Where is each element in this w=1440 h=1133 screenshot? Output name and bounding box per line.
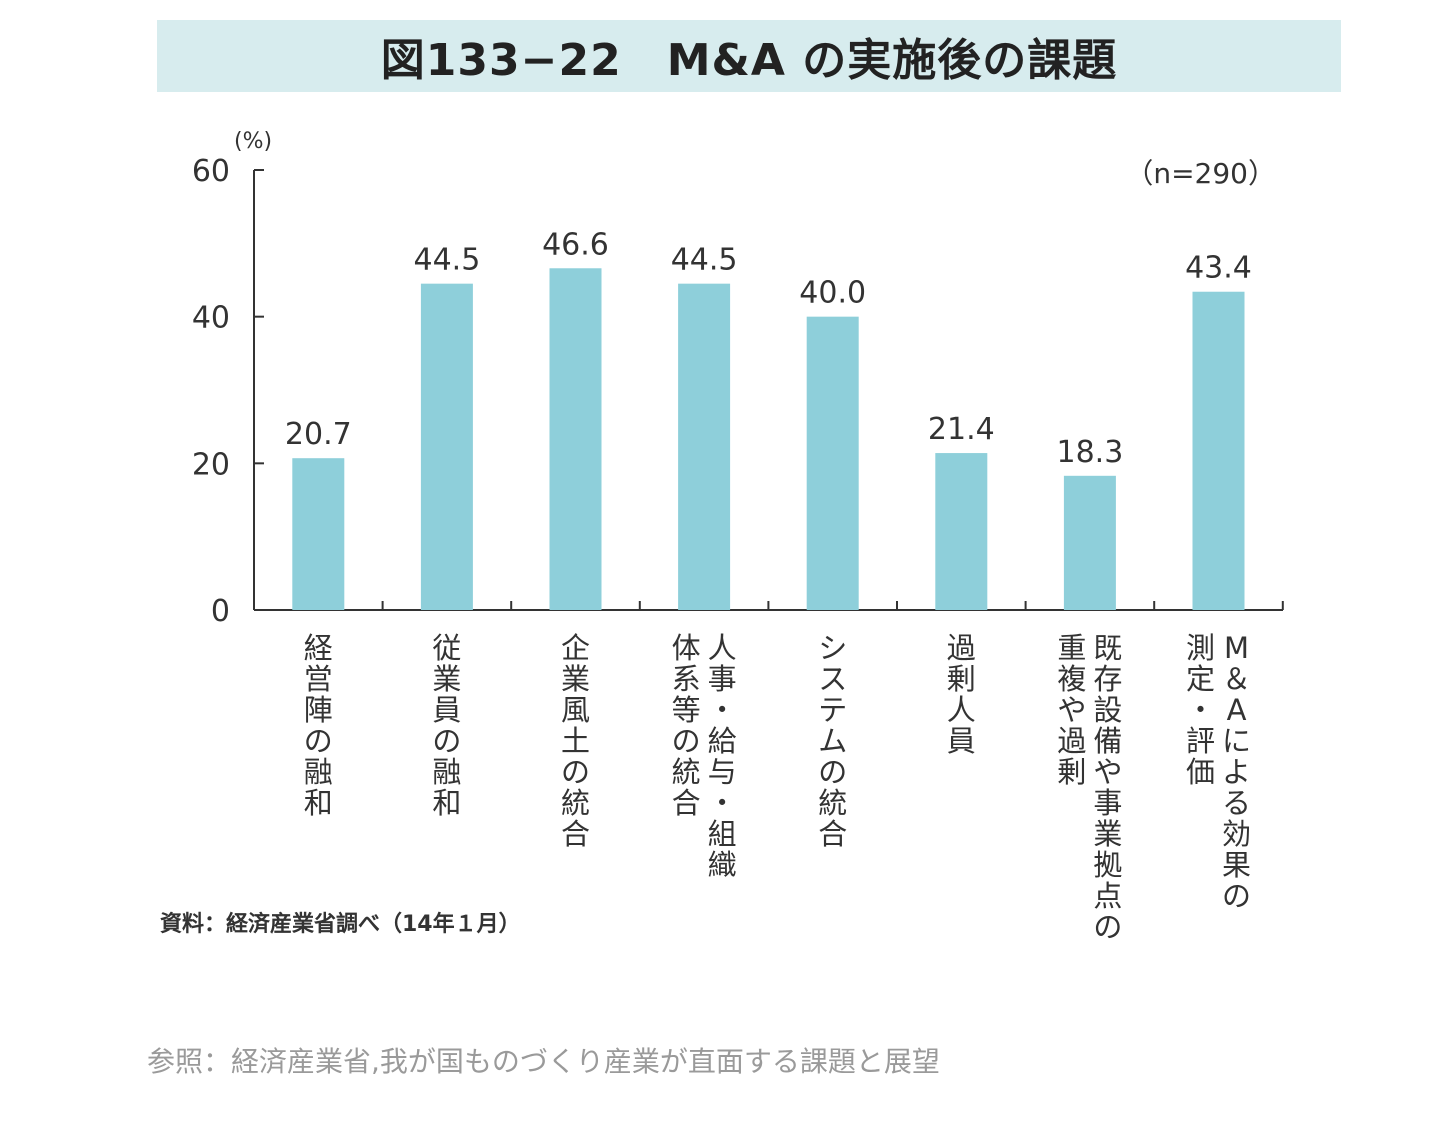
bar-chart: 0 20 40 60 20.7 44.5 46.6 44.5 40.0 21.4 18.3 43.4… bbox=[192, 129, 1284, 944]
category-label-column: 測定・評価 bbox=[1186, 631, 1215, 789]
y-tick-label: 20 bbox=[192, 447, 230, 482]
category-label-column: 既存設備や事業拠点の bbox=[1093, 631, 1122, 944]
category-label-column: 重複や過剰 bbox=[1057, 631, 1086, 789]
bar bbox=[1192, 291, 1245, 610]
category-label-column: システムの統合 bbox=[818, 631, 847, 851]
bar bbox=[292, 458, 345, 610]
value-label: 46.6 bbox=[542, 227, 609, 262]
y-axis-unit-label: (%) bbox=[234, 129, 272, 154]
sample-size-label: （n=290） bbox=[1125, 157, 1276, 190]
chart-title: 図133−22 M&A の実施後の課題 bbox=[380, 35, 1118, 86]
category-label-column: 企業風土の統合 bbox=[561, 631, 590, 851]
x-axis bbox=[254, 601, 1284, 611]
category-label: 過剰人員 bbox=[947, 631, 976, 758]
category-label-column: 従業員の融和 bbox=[432, 631, 461, 820]
category-label: 企業風土の統合 bbox=[561, 631, 590, 851]
y-tick-label: 40 bbox=[192, 301, 230, 336]
value-label: 21.4 bbox=[928, 412, 995, 447]
value-label: 20.7 bbox=[285, 417, 352, 452]
category-label-column: 経営陣の融和 bbox=[304, 631, 333, 820]
bar bbox=[420, 283, 473, 610]
value-label: 44.5 bbox=[671, 243, 738, 278]
category-label-column: 人事・給与・組織 bbox=[708, 631, 737, 882]
value-label: 18.3 bbox=[1057, 435, 1124, 470]
bar bbox=[1063, 475, 1116, 610]
bars bbox=[292, 268, 1245, 610]
category-label: システムの統合 bbox=[818, 631, 847, 851]
category-label: 従業員の融和 bbox=[432, 631, 461, 820]
value-labels: 20.7 44.5 46.6 44.5 40.0 21.4 18.3 43.4 bbox=[285, 227, 1252, 470]
category-label-column: M ＆ A による効果の bbox=[1222, 631, 1251, 913]
category-label: 経営陣の融和 bbox=[304, 631, 333, 820]
value-label: 44.5 bbox=[414, 243, 481, 278]
y-axis: 0 20 40 60 bbox=[192, 154, 264, 629]
bar bbox=[935, 453, 988, 610]
y-tick-label: 0 bbox=[211, 594, 230, 629]
bar bbox=[806, 316, 859, 610]
source-note: 資料：経済産業省調べ（14年１月） bbox=[160, 912, 521, 937]
category-label-column: 体系等の統合 bbox=[672, 631, 701, 820]
chart-title-bar: 図133−22 M&A の実施後の課題 bbox=[157, 20, 1341, 92]
bar bbox=[549, 268, 602, 610]
value-label: 40.0 bbox=[799, 276, 866, 311]
bar bbox=[678, 283, 731, 610]
y-tick-label: 60 bbox=[192, 154, 230, 189]
category-label-column: 過剰人員 bbox=[947, 631, 976, 758]
value-label: 43.4 bbox=[1185, 251, 1252, 286]
reference-note: 参照：経済産業省,我が国ものづくり産業が直面する課題と展望 bbox=[147, 1045, 940, 1078]
